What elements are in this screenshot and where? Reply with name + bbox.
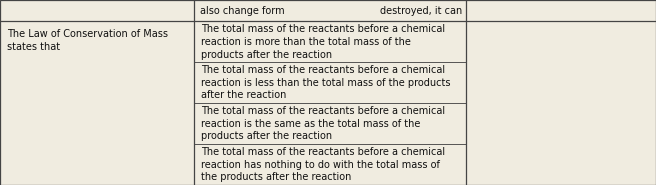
Text: The total mass of the reactants before a chemical
reaction is more than the tota: The total mass of the reactants before a…	[201, 24, 445, 60]
Text: The total mass of the reactants before a chemical
reaction is less than the tota: The total mass of the reactants before a…	[201, 65, 451, 100]
Text: The Law of Conservation of Mass
states that: The Law of Conservation of Mass states t…	[7, 29, 167, 52]
Text: also change form: also change form	[200, 6, 285, 16]
Text: destroyed, it can: destroyed, it can	[380, 6, 462, 16]
Text: The total mass of the reactants before a chemical
reaction is the same as the to: The total mass of the reactants before a…	[201, 106, 445, 141]
Text: The total mass of the reactants before a chemical
reaction has nothing to do wit: The total mass of the reactants before a…	[201, 147, 445, 182]
